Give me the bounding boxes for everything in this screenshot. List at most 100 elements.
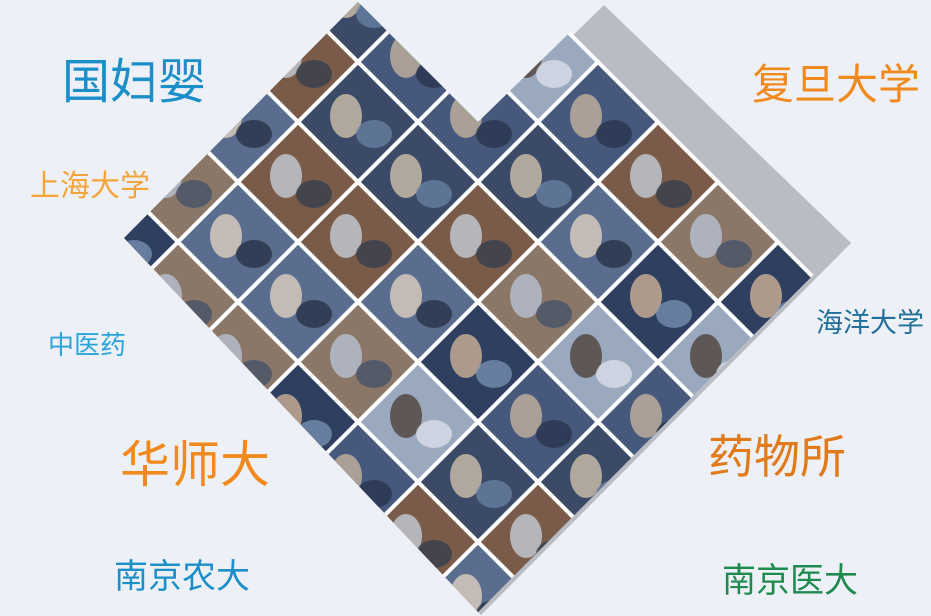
photo-tile-detail (210, 214, 242, 258)
label-nanjing-nongda: 南京农大 (114, 557, 250, 597)
photo-tile-detail (536, 180, 572, 208)
photo-tile (175, 2, 301, 65)
photo-tile-detail (750, 274, 782, 318)
photo-tile-detail (296, 420, 332, 448)
photo-tile-detail (510, 154, 542, 198)
photo-tile-detail (450, 2, 482, 18)
label-haiyang: 海洋大学 (816, 308, 924, 339)
photo-tile-detail (596, 240, 632, 268)
photo-tile-detail (124, 360, 152, 388)
photo-tile-detail (124, 2, 152, 28)
photo-tile-detail (476, 240, 512, 268)
photo-tile-detail (356, 240, 392, 268)
photo-tile-detail (210, 2, 242, 18)
photo-tile-detail (210, 334, 242, 378)
photo-tile-detail (90, 454, 122, 498)
photo-tile-detail (270, 394, 302, 438)
photo-tile-detail (236, 120, 272, 148)
photo-tile-detail (596, 360, 632, 388)
label-zhongyiyao: 中医药 (48, 331, 127, 361)
photo-tile-detail (570, 334, 602, 378)
photo-tile-detail (390, 394, 422, 438)
photo-tile-detail (690, 334, 722, 378)
label-yaowusuo: 药物所 (708, 430, 846, 484)
photo-tile-detail (570, 574, 602, 612)
photo-tile-detail (90, 214, 122, 258)
photo-tile-detail (330, 574, 362, 612)
photo-tile-detail (270, 514, 302, 558)
photo-tile-detail (150, 394, 182, 438)
photo-tile (355, 599, 481, 612)
photo-tile-detail (356, 360, 392, 388)
photo-tile-detail (330, 334, 362, 378)
photo-tile (235, 599, 361, 612)
photo-tile-detail (536, 300, 572, 328)
photo-tile-detail (416, 60, 452, 88)
photo-tile-detail (510, 274, 542, 318)
photo-tile-detail (690, 214, 722, 258)
photo-tile-detail (716, 480, 752, 508)
photo-tile (295, 539, 421, 612)
photo-tile (415, 2, 541, 65)
photo-tile-detail (596, 600, 632, 612)
photo-tile-detail (656, 540, 692, 568)
photo-tile-detail (296, 300, 332, 328)
photo-tile-detail (630, 154, 662, 198)
photo-tile (475, 599, 601, 612)
photo-tile-detail (776, 300, 812, 328)
label-guofuying: 国妇婴 (62, 54, 207, 110)
photo-tile-detail (536, 60, 572, 88)
photo-tile-detail (690, 574, 722, 612)
photo-tile (535, 539, 661, 612)
photo-tile-detail (356, 600, 392, 612)
label-shanghai: 上海大学 (30, 169, 150, 204)
photo-tile-detail (656, 420, 692, 448)
photo-tile-detail (716, 600, 752, 612)
photo-tile-detail (330, 454, 362, 498)
photo-tile-detail (476, 2, 512, 28)
photo-tile-detail (270, 274, 302, 318)
photo-tile-detail (390, 154, 422, 198)
photo-tile-detail (870, 394, 902, 438)
photo-tile-detail (716, 240, 752, 268)
photo-tile-detail (570, 214, 602, 258)
photo-tile-detail (476, 120, 512, 148)
photo-tile (124, 599, 241, 612)
label-nanjing-yida: 南京医大 (722, 561, 858, 601)
photo-tile-detail (596, 120, 632, 148)
photo-tile-detail (356, 480, 392, 508)
photo-tile (124, 2, 241, 5)
photo-tile-detail (450, 454, 482, 498)
photo-tile-detail (390, 514, 422, 558)
photo-tile-detail (296, 60, 332, 88)
photo-tile-detail (236, 240, 272, 268)
photo-tile-detail (356, 120, 392, 148)
photo-tile-detail (416, 180, 452, 208)
photo-tile-detail (536, 420, 572, 448)
photo-tile (124, 299, 181, 425)
photo-tile-detail (716, 360, 752, 388)
photo-tile-detail (124, 600, 152, 612)
photo-tile-detail (176, 300, 212, 328)
photo-tile-detail (836, 480, 848, 508)
photo-tile-detail (150, 274, 182, 318)
photo-tile-detail (476, 360, 512, 388)
photo-tile-detail (124, 120, 152, 148)
photo-tile-detail (810, 334, 842, 378)
photo-tile (235, 479, 361, 605)
photo-tile (835, 359, 848, 485)
photo-tile-detail (510, 394, 542, 438)
photo-tile-detail (656, 300, 692, 328)
photo-tile-detail (90, 0, 122, 18)
photo-tile-detail (836, 360, 848, 388)
photo-tile-detail (570, 454, 602, 498)
photo-tile-detail (570, 94, 602, 138)
photo-tile-detail (596, 480, 632, 508)
photo-tile-detail (630, 394, 662, 438)
photo-tile (595, 599, 721, 612)
photo-tile-detail (656, 180, 692, 208)
photo-tile (235, 2, 361, 5)
photo-tile-detail (416, 420, 452, 448)
photo-tile-detail (750, 514, 782, 558)
